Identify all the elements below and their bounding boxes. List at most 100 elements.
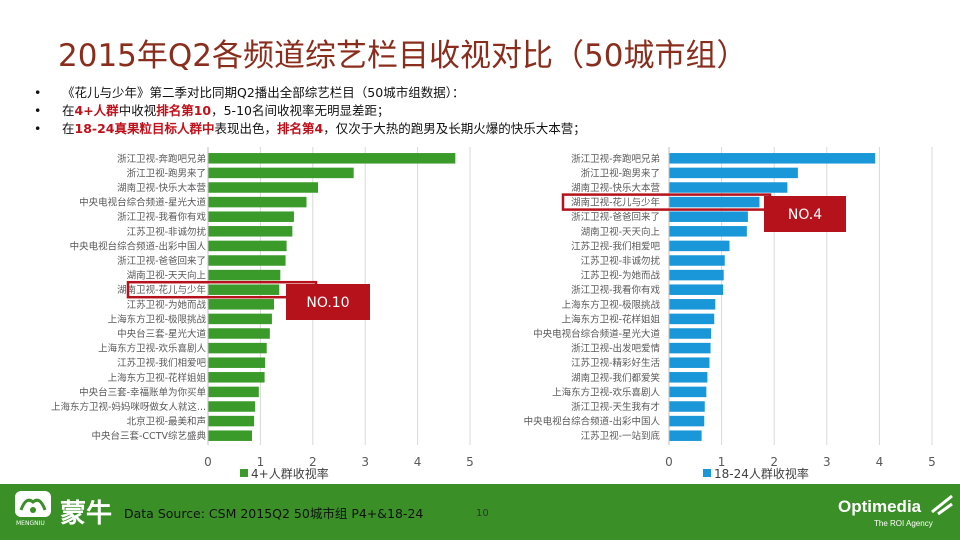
category-label: 江苏卫视-一站到底 <box>581 430 661 442</box>
category-label: 上海东方卫视-妈妈咪呀做女人就这... <box>51 401 206 413</box>
bullet-highlight: 18-24真果粒目标人群中 <box>74 121 215 136</box>
x-tick-label: 2 <box>770 455 778 469</box>
bar-charts: 0 1 2 3 4 5 浙江卫视-奔跑吧兄弟浙江卫视-跑男来了湖南卫视-快乐大本营中央电视台… <box>51 147 936 481</box>
legend-swatch <box>240 469 248 477</box>
category-label: 浙江卫视-天生我有才 <box>571 401 660 413</box>
bar <box>669 196 760 208</box>
bullet-dot: • <box>34 121 42 136</box>
category-label: 北京卫视-最美和声 <box>127 416 206 428</box>
bullet-text: 《花儿与少年》第二季对比同期Q2播出全部综艺栏目（50城市组数据）： <box>62 84 464 102</box>
legend-label: 4+人群收视率 <box>251 466 329 481</box>
bullet-dot: • <box>34 103 42 118</box>
mengniu-emblem-icon <box>15 491 51 517</box>
category-label: 中央台三套-星光大道 <box>117 328 206 340</box>
bullet-item: • 在4+人群中收视排名第10，5-10名间收视率无明显差距； <box>34 102 934 120</box>
category-label: 江苏卫视-非诚勿扰 <box>581 255 661 267</box>
category-label: 江苏卫视-我们相爱吧 <box>117 357 206 369</box>
bar <box>669 386 707 398</box>
mengniu-wordmark: 蒙牛 <box>60 499 113 529</box>
x-tick-label: 5 <box>466 455 474 469</box>
category-label: 中央电视台综合频道-星光大道 <box>79 197 206 209</box>
x-tick-label: 0 <box>204 455 212 469</box>
bar <box>669 167 798 179</box>
bar <box>208 240 287 252</box>
slide-title: 2015年Q2各频道综艺栏目收视对比（50城市组） <box>58 38 748 74</box>
category-label: 江苏卫视-我们相爱吧 <box>571 240 660 252</box>
bar <box>208 226 293 237</box>
bar <box>208 284 280 295</box>
bar <box>669 255 725 266</box>
bullet-item: • 在18-24真果粒目标人群中表现出色，排名第4，仅次于大热的跑男及长期火爆的… <box>34 120 934 138</box>
bullet-dot: • <box>34 85 42 100</box>
x-tick-label: 4 <box>414 455 422 469</box>
category-label: 江苏卫视-为她而战 <box>127 299 207 311</box>
category-label: 中央台三套-CCTV综艺盛典 <box>92 430 207 442</box>
optimedia-mark-icon <box>931 494 953 516</box>
bullet-part: ，仅次于大热的跑男及长期火爆的快乐大本营； <box>323 121 586 136</box>
category-label: 湖南卫视-花儿与少年 <box>571 197 660 209</box>
category-label: 上海东方卫视-极限挑战 <box>108 313 207 325</box>
bar <box>208 401 256 412</box>
category-label: 上海东方卫视-花样姐姐 <box>108 372 207 384</box>
bar <box>669 430 702 441</box>
category-label: 浙江卫视-爸爸回来了 <box>117 255 206 267</box>
bar <box>208 182 319 193</box>
optimedia-wordmark: Optimedia <box>838 497 922 516</box>
bar <box>669 401 705 412</box>
bar <box>669 342 711 354</box>
bar <box>208 372 265 383</box>
bar <box>669 313 715 325</box>
bullet-part: 《花儿与少年》第二季对比同期Q2播出全部综艺栏目（50城市组数据）： <box>62 85 465 100</box>
optimedia-tagline: The ROI Agency <box>874 519 933 528</box>
category-label: 湖南卫视-快乐大本营 <box>117 182 206 194</box>
bar <box>208 299 275 310</box>
category-label: 中央台三套-幸福账单为你买单 <box>79 386 206 398</box>
category-label: 浙江卫视-奔跑吧兄弟 <box>571 153 660 165</box>
bar <box>669 328 712 339</box>
category-label: 中央电视台综合频道-出彩中国人 <box>70 240 207 252</box>
bar <box>208 269 281 281</box>
category-label: 浙江卫视-奔跑吧兄弟 <box>117 153 206 165</box>
bar <box>669 240 730 252</box>
rank-callout <box>764 196 846 232</box>
category-label: 上海东方卫视-欢乐喜剧人 <box>98 343 206 355</box>
bar <box>669 211 748 222</box>
category-label: 浙江卫视-我看你有戏 <box>117 211 206 223</box>
bar <box>669 153 876 164</box>
category-label: 上海东方卫视-极限挑战 <box>562 299 661 311</box>
category-label: 上海东方卫视-花样姐姐 <box>562 313 661 325</box>
x-tick-label: 4 <box>876 455 884 469</box>
bullet-text: 在4+人群中收视排名第10，5-10名间收视率无明显差距； <box>62 102 389 120</box>
bullet-highlight: 4+人群 <box>74 103 119 118</box>
bar <box>669 182 788 193</box>
x-tick-label: 1 <box>718 455 726 469</box>
footer-bar <box>0 484 960 540</box>
category-label: 中央电视台综合频道-星光大道 <box>533 328 660 340</box>
legend-swatch <box>703 469 711 477</box>
bullet-highlight: 排名第10 <box>156 103 212 118</box>
category-label: 江苏卫视-非诚勿扰 <box>127 226 207 238</box>
bar <box>669 269 724 281</box>
data-source-note: Data Source: CSM 2015Q2 50城市组 P4+&18-24 <box>124 506 424 521</box>
category-label: 湖南卫视-花儿与少年 <box>117 284 206 296</box>
bar <box>669 372 708 383</box>
bullet-part: 表现出色， <box>214 121 278 136</box>
category-label: 浙江卫视-出发吧爱情 <box>571 343 660 355</box>
x-tick-label: 5 <box>928 455 936 469</box>
category-label: 上海东方卫视-欢乐喜剧人 <box>552 386 660 398</box>
bar <box>208 328 270 339</box>
mengniu-subtext: MENGNIU <box>16 520 45 527</box>
x-tick-label: 3 <box>361 455 369 469</box>
page-number: 10 <box>476 508 489 519</box>
bullet-part: ，5-10名间收视率无明显差距； <box>211 103 390 118</box>
optimedia-logo: Optimedia The ROI Agency <box>812 492 953 536</box>
bullet-part: 在 <box>62 103 75 118</box>
bullet-part: 中收视 <box>118 103 157 118</box>
category-label: 浙江卫视-爸爸回来了 <box>571 211 660 223</box>
category-label: 湖南卫视-天天向上 <box>581 226 661 238</box>
mengniu-logo: 蒙牛 MENGNIU <box>14 490 134 532</box>
rank-callout-label: NO.4 <box>788 207 822 223</box>
rank-callout-label: NO.10 <box>306 295 349 311</box>
category-label: 湖南卫视-快乐大本营 <box>571 182 660 194</box>
bar <box>208 313 272 325</box>
